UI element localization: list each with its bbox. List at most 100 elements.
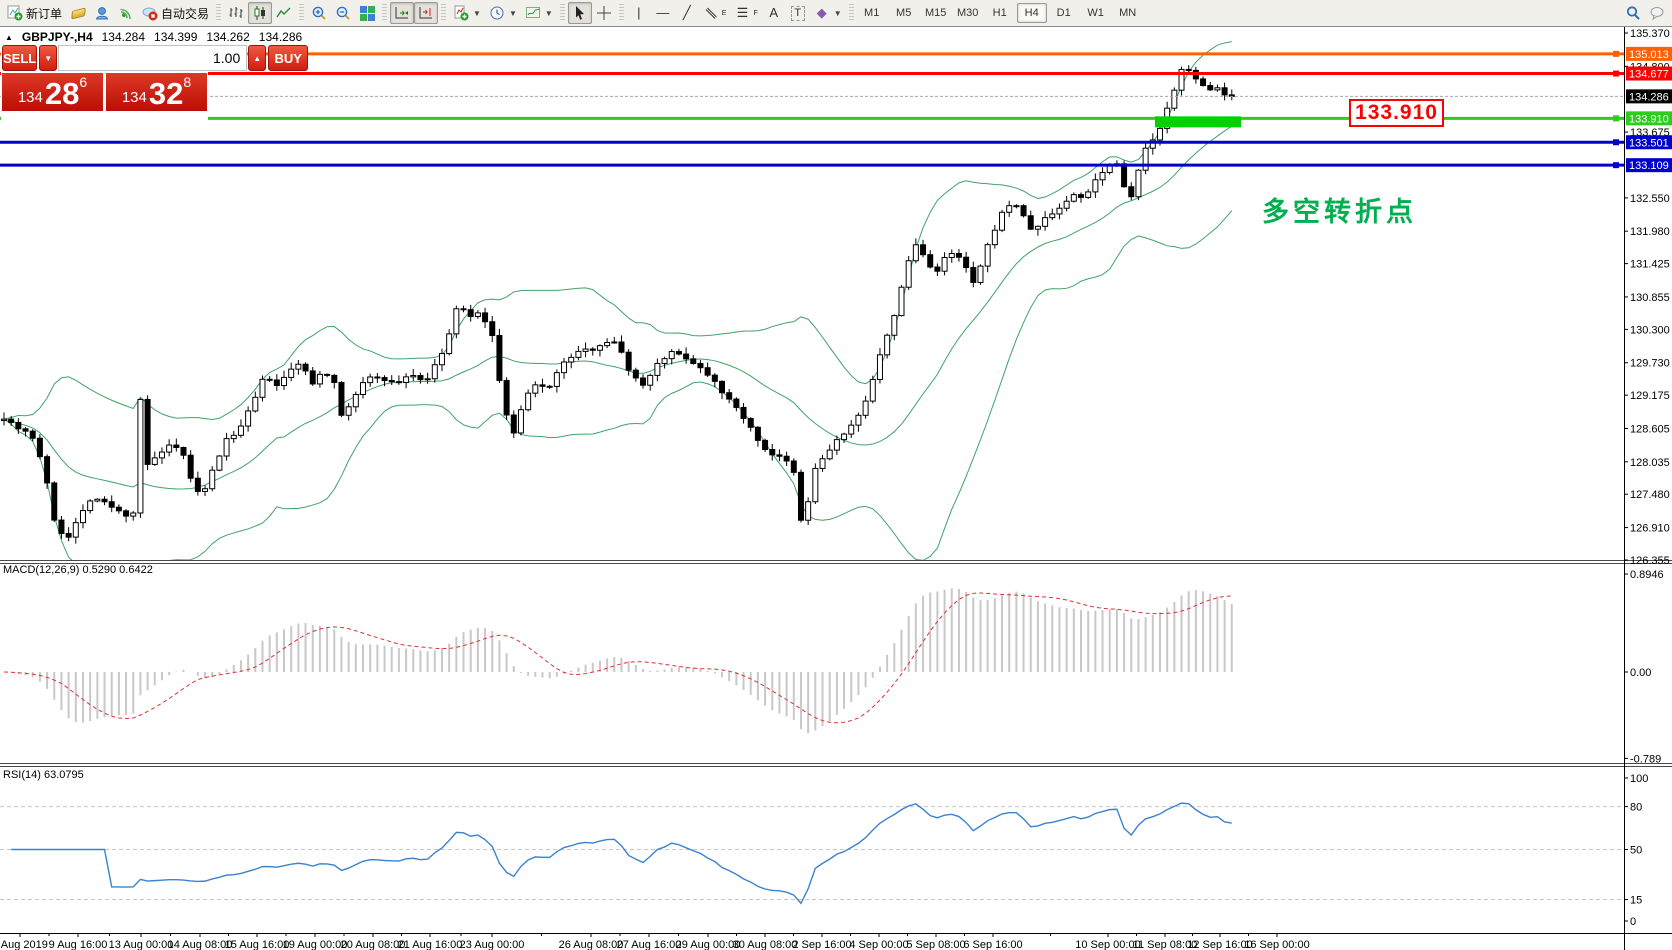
volume-decrease-button[interactable]: ▼ xyxy=(39,45,58,71)
timeframe-W1[interactable]: W1 xyxy=(1087,7,1104,19)
cursor-button[interactable] xyxy=(567,2,592,24)
chart-shift-button[interactable] xyxy=(414,2,439,24)
search-icon xyxy=(1625,5,1641,21)
search-button[interactable] xyxy=(1621,2,1645,24)
fibonacci-button[interactable]: ☰ F xyxy=(730,2,761,24)
time-label: 27 Aug 16:00 xyxy=(617,939,682,950)
sell-button[interactable]: SELL xyxy=(2,45,38,71)
main-plot xyxy=(1,41,1235,560)
horizontal-line-button[interactable]: — xyxy=(651,2,675,24)
text-button[interactable]: A xyxy=(762,2,786,24)
time-label: 20 Aug 08:00 xyxy=(341,939,406,950)
timeframe-H4[interactable]: H4 xyxy=(1016,3,1047,23)
volume-increase-button[interactable]: ▲ xyxy=(248,45,267,71)
indicators-button[interactable]: ▼ xyxy=(449,2,485,24)
symbol-period-label: GBPJPY-,H4 xyxy=(21,30,93,44)
bar-chart-button[interactable] xyxy=(224,2,248,24)
collapse-arrow-icon[interactable]: ▲ xyxy=(5,32,13,42)
templates-button[interactable]: ▼ xyxy=(521,2,557,24)
time-label: 19 Aug 00:00 xyxy=(283,939,348,950)
chat-button[interactable] xyxy=(1645,2,1669,24)
time-label: 16 Sep 00:00 xyxy=(1244,939,1309,950)
tile-windows-button[interactable] xyxy=(355,2,379,24)
arrows-button[interactable]: ◆ ▼ xyxy=(810,2,846,24)
timeframe-buttons: M1 M5 M15 M30 H1 H4 D1 W1 MN xyxy=(857,3,1143,23)
rsi-tick: 15 xyxy=(1630,895,1642,907)
timeframe-M15[interactable]: M15 xyxy=(924,7,947,19)
buy-price-main: 32 xyxy=(148,76,184,111)
price-badge xyxy=(1626,46,1672,61)
price-tick: 126.355 xyxy=(1630,555,1670,567)
volume-input[interactable] xyxy=(58,45,248,71)
timeframe-MN[interactable]: MN xyxy=(1119,7,1137,19)
periods-button[interactable]: ▼ xyxy=(485,2,521,24)
high-value: 134.399 xyxy=(154,30,198,44)
price-tick: 132.550 xyxy=(1630,193,1670,205)
price-annotation-box[interactable]: 133.910 xyxy=(1349,99,1444,127)
dropdown-arrow-icon: ▼ xyxy=(508,8,517,18)
time-label: 30 Aug 08:00 xyxy=(733,939,798,950)
price-badge xyxy=(1626,158,1672,173)
timeframe-D1[interactable]: D1 xyxy=(1056,7,1071,19)
price-badge xyxy=(1626,111,1672,126)
zoom-in-button[interactable] xyxy=(307,2,331,24)
toolbar-grip xyxy=(382,4,388,22)
timeframe-M30[interactable]: M30 xyxy=(956,7,979,19)
autotrade-button[interactable]: 自动交易 xyxy=(138,2,213,24)
macd-tick: -0.789 xyxy=(1630,753,1661,765)
time-label: 5 Sep 08:00 xyxy=(906,939,965,950)
open-value: 134.284 xyxy=(101,30,146,44)
crosshair-button[interactable] xyxy=(592,2,616,24)
price-tick: 131.980 xyxy=(1630,226,1670,238)
timeframe-M1[interactable]: M1 xyxy=(864,7,880,19)
chart-header: ▲ GBPJPY-,H4 134.284 134.399 134.262 134… xyxy=(5,30,302,44)
signals-button[interactable] xyxy=(114,2,138,24)
time-label: 8 Aug 2019 xyxy=(0,939,48,950)
template-icon xyxy=(525,5,541,21)
time-label: 23 Aug 00:00 xyxy=(460,939,525,950)
rsi-tick: 100 xyxy=(1630,773,1648,785)
rsi-tick: 0 xyxy=(1630,916,1636,928)
price-tick: 130.300 xyxy=(1630,324,1670,336)
line-chart-button[interactable] xyxy=(272,2,296,24)
auto-scroll-button[interactable] xyxy=(390,2,415,24)
toolbar: 新订单 自动交易 xyxy=(0,0,1672,27)
rsi-indicator-label: RSI(14) 63.0795 xyxy=(3,769,84,781)
turning-point-annotation[interactable]: 多空转折点 xyxy=(1262,197,1417,227)
buy-price-display[interactable]: 134 32 8 xyxy=(106,73,207,111)
svg-text:133.109: 133.109 xyxy=(1629,160,1669,172)
zoom-out-icon xyxy=(335,5,351,21)
svg-text:133.501: 133.501 xyxy=(1629,137,1669,149)
buy-price-big: 134 xyxy=(121,89,147,106)
channel-button[interactable]: ∥ E xyxy=(699,2,731,24)
candlestick-chart-button[interactable] xyxy=(248,2,273,24)
svg-text:135.013: 135.013 xyxy=(1629,49,1669,61)
new-order-button[interactable]: 新订单 xyxy=(3,2,66,24)
close-value: 134.286 xyxy=(258,30,303,44)
sell-price-display[interactable]: 134 28 6 xyxy=(2,73,103,111)
time-label: 14 Aug 08:00 xyxy=(168,939,233,950)
time-label: 26 Aug 08:00 xyxy=(559,939,624,950)
vertical-line-button[interactable]: | xyxy=(627,2,651,24)
toolbar-grip xyxy=(559,4,565,22)
zoom-out-button[interactable] xyxy=(331,2,355,24)
rsi-tick: 50 xyxy=(1630,845,1642,857)
trendline-button[interactable]: ╱ xyxy=(675,2,699,24)
price-tick: 130.855 xyxy=(1630,292,1670,304)
buy-button[interactable]: BUY xyxy=(268,45,309,71)
timeframe-H1[interactable]: H1 xyxy=(992,7,1007,19)
support-highlight[interactable] xyxy=(1155,116,1241,128)
timeframe-M5[interactable]: M5 xyxy=(896,7,912,19)
styler-button[interactable] xyxy=(66,2,90,24)
chart-region: 135.370134.800133.675132.550131.980131.4… xyxy=(0,27,1672,950)
price-chart[interactable]: 135.370134.800133.675132.550131.980131.4… xyxy=(0,27,1672,950)
price-badge xyxy=(1626,66,1672,81)
toolbar-grip xyxy=(216,4,222,22)
new-order-icon xyxy=(7,5,23,21)
indicators-icon xyxy=(453,5,469,21)
sell-price-main: 28 xyxy=(44,76,80,111)
rsi-tick: 80 xyxy=(1630,802,1642,814)
text-label-button[interactable]: T xyxy=(786,2,810,24)
data-window-button[interactable] xyxy=(90,2,114,24)
